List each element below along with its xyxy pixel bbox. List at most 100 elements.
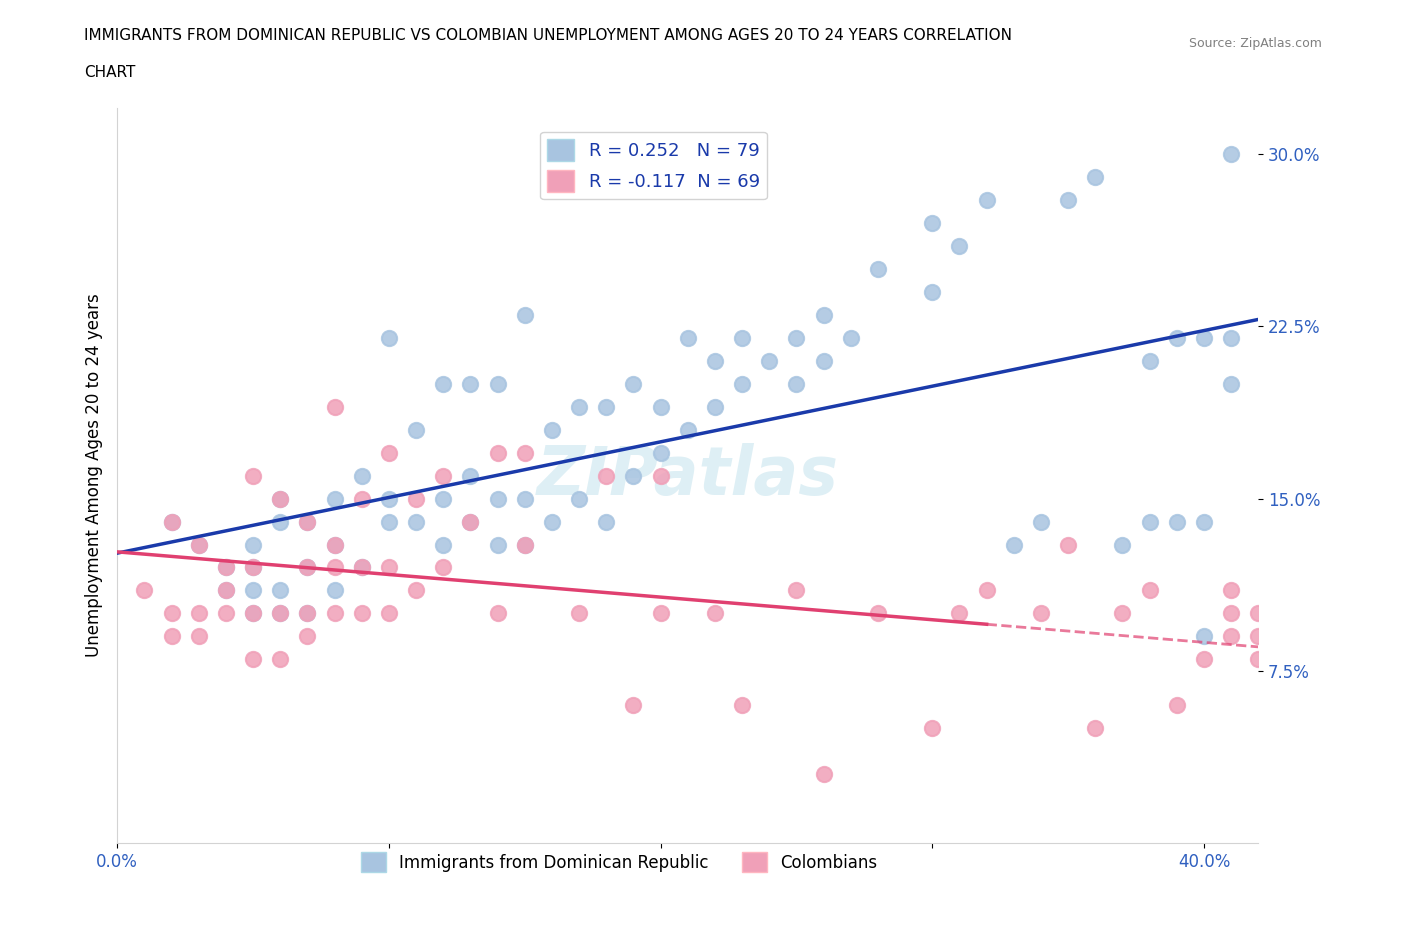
Point <box>623 377 645 392</box>
Point <box>1139 514 1161 529</box>
Point <box>1247 629 1270 644</box>
Point <box>215 560 238 575</box>
Point <box>595 468 617 483</box>
Point <box>160 606 183 621</box>
Point <box>460 377 482 392</box>
Point <box>623 698 645 712</box>
Point <box>323 537 346 551</box>
Point <box>350 560 373 575</box>
Point <box>976 583 998 598</box>
Point <box>731 698 754 712</box>
Point <box>866 261 889 276</box>
Point <box>731 377 754 392</box>
Point <box>432 537 454 551</box>
Point <box>215 583 238 598</box>
Point <box>1139 353 1161 368</box>
Y-axis label: Unemployment Among Ages 20 to 24 years: Unemployment Among Ages 20 to 24 years <box>86 294 103 658</box>
Point <box>405 491 427 506</box>
Point <box>1247 606 1270 621</box>
Point <box>350 491 373 506</box>
Point <box>1084 721 1107 736</box>
Point <box>323 583 346 598</box>
Point <box>703 353 725 368</box>
Point <box>269 606 291 621</box>
Point <box>242 537 264 551</box>
Point <box>1220 330 1243 345</box>
Point <box>1220 377 1243 392</box>
Point <box>160 514 183 529</box>
Point <box>486 377 509 392</box>
Point <box>378 514 401 529</box>
Point <box>921 285 943 299</box>
Point <box>731 330 754 345</box>
Point <box>269 491 291 506</box>
Point <box>650 606 672 621</box>
Point <box>269 606 291 621</box>
Point <box>378 330 401 345</box>
Point <box>1274 629 1296 644</box>
Point <box>432 377 454 392</box>
Point <box>460 514 482 529</box>
Point <box>323 606 346 621</box>
Point <box>269 514 291 529</box>
Point <box>568 399 591 414</box>
Point <box>378 445 401 460</box>
Point <box>160 514 183 529</box>
Point <box>1274 721 1296 736</box>
Point <box>160 629 183 644</box>
Point <box>1166 330 1188 345</box>
Point <box>134 583 156 598</box>
Point <box>215 560 238 575</box>
Point <box>1192 629 1215 644</box>
Point <box>513 491 536 506</box>
Point <box>432 560 454 575</box>
Point <box>269 491 291 506</box>
Point <box>513 307 536 322</box>
Point <box>1029 606 1052 621</box>
Point <box>1247 652 1270 667</box>
Point <box>187 629 209 644</box>
Point <box>1057 193 1080 207</box>
Point <box>1220 606 1243 621</box>
Point <box>785 377 807 392</box>
Point <box>405 422 427 437</box>
Point <box>703 399 725 414</box>
Point <box>242 560 264 575</box>
Point <box>813 307 835 322</box>
Point <box>813 353 835 368</box>
Point <box>297 606 319 621</box>
Point <box>1002 537 1025 551</box>
Point <box>378 560 401 575</box>
Point <box>1166 698 1188 712</box>
Point <box>215 583 238 598</box>
Legend: Immigrants from Dominican Republic, Colombians: Immigrants from Dominican Republic, Colo… <box>354 845 884 879</box>
Point <box>350 606 373 621</box>
Point <box>1220 583 1243 598</box>
Point <box>921 216 943 231</box>
Text: Source: ZipAtlas.com: Source: ZipAtlas.com <box>1188 37 1322 50</box>
Point <box>242 652 264 667</box>
Point <box>595 514 617 529</box>
Point <box>595 399 617 414</box>
Point <box>623 468 645 483</box>
Point <box>541 514 564 529</box>
Point <box>1166 514 1188 529</box>
Point <box>269 583 291 598</box>
Point <box>242 560 264 575</box>
Point <box>486 606 509 621</box>
Point <box>323 560 346 575</box>
Text: ZIPatlas: ZIPatlas <box>537 443 839 509</box>
Point <box>1192 652 1215 667</box>
Point <box>297 514 319 529</box>
Point <box>785 583 807 598</box>
Point <box>1139 583 1161 598</box>
Point <box>676 330 699 345</box>
Text: IMMIGRANTS FROM DOMINICAN REPUBLIC VS COLOMBIAN UNEMPLOYMENT AMONG AGES 20 TO 24: IMMIGRANTS FROM DOMINICAN REPUBLIC VS CO… <box>84 28 1012 43</box>
Point <box>187 606 209 621</box>
Point <box>350 468 373 483</box>
Point <box>187 537 209 551</box>
Point <box>242 606 264 621</box>
Point <box>297 629 319 644</box>
Point <box>242 583 264 598</box>
Point <box>1192 514 1215 529</box>
